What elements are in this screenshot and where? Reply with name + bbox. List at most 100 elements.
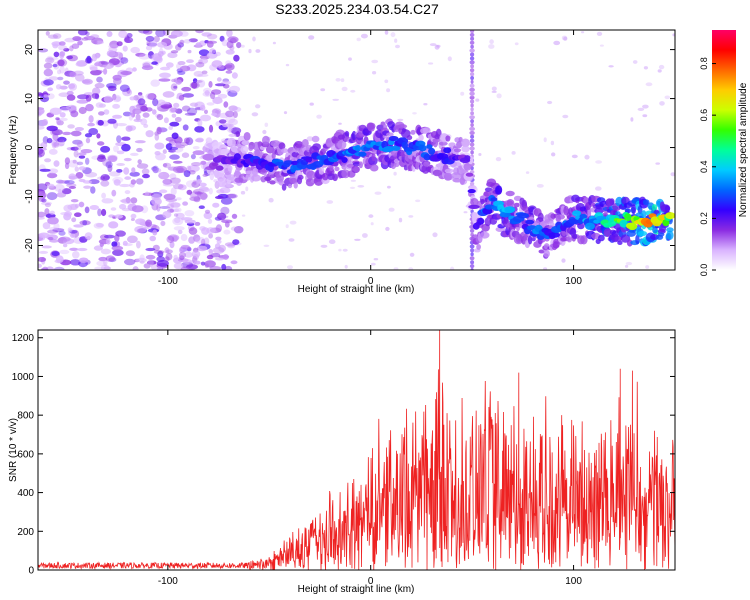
spectrogram-noise-blob: [393, 267, 399, 270]
colorbar-tick-label: 0.2: [699, 212, 709, 225]
spectrogram-noise-blob: [112, 74, 122, 81]
spectrogram-noise-blob: [166, 235, 175, 243]
spectrogram-spike-blob: [469, 32, 475, 37]
spectrogram-noise-blob: [204, 90, 210, 96]
spectrogram-noise-blob: [44, 202, 52, 208]
spectrogram-noise-blob: [372, 71, 377, 75]
spectrogram-ridge-halo: [352, 161, 361, 167]
spectrogram-noise-blob: [136, 163, 149, 169]
spectrogram-noise-blob: [76, 99, 89, 104]
spectrogram-noise-blob: [55, 117, 60, 121]
spectrogram-spike-blob: [470, 252, 474, 257]
spectrogram-noise-blob: [203, 87, 212, 94]
spectrogram-noise-blob: [232, 111, 238, 118]
spectrogram-noise-blob: [46, 137, 53, 144]
spectrogram-noise-blob: [220, 197, 233, 205]
spectrogram-ridge-halo: [251, 174, 262, 182]
spectrogram-noise-blob: [57, 188, 62, 197]
spectrogram-noise-blob: [203, 212, 213, 220]
spectrogram-noise-blob: [142, 112, 150, 118]
spectrogram-noise-blob: [138, 30, 150, 34]
spectrogram-y-tick-label: -20: [24, 238, 35, 253]
spectrogram-noise-blob: [162, 149, 167, 154]
spectrogram-noise-blob: [328, 239, 336, 244]
spectrogram-noise-blob: [147, 260, 157, 265]
spectrogram-noise-blob: [157, 41, 168, 48]
spectrogram-noise-blob: [82, 180, 92, 184]
spectrogram-noise-blob: [608, 65, 614, 68]
spectrogram-noise-blob: [59, 65, 65, 74]
spectrogram-noise-blob: [122, 240, 128, 246]
spectrogram-noise-blob: [119, 183, 131, 188]
spectrogram-noise-blob: [111, 189, 117, 197]
spectrogram-noise-blob: [229, 37, 237, 44]
spectrogram-noise-blob: [181, 105, 191, 112]
spectrogram-noise-blob: [162, 91, 175, 98]
spectrogram-ridge-halo: [434, 134, 441, 140]
spectrogram-noise-blob: [222, 254, 229, 260]
spectrogram-noise-blob: [228, 105, 238, 111]
spectrogram-noise-blob: [215, 224, 222, 233]
spectrogram-noise-blob: [66, 90, 74, 96]
spectrogram-noise-blob: [463, 211, 468, 214]
spectrogram-noise-blob: [543, 137, 547, 143]
spectrogram-noise-blob: [221, 219, 233, 224]
spectrogram-noise-blob: [162, 178, 173, 185]
spectrogram-noise-blob: [145, 219, 153, 227]
spectrogram-noise-blob: [152, 167, 162, 173]
spectrogram-noise-blob: [188, 227, 198, 235]
spectrogram-noise-blob: [145, 93, 155, 100]
spectrogram-noise-blob: [194, 260, 201, 265]
spectrogram-noise-blob: [368, 214, 374, 218]
spectrogram-noise-blob: [182, 124, 189, 131]
spectrogram-noise-blob: [198, 182, 207, 187]
spectrogram-noise-blob: [354, 238, 361, 241]
spectrogram-noise-blob: [170, 187, 177, 196]
spectrogram-noise-blob: [167, 234, 180, 242]
spectrogram-noise-blob: [139, 254, 145, 261]
snr-y-label: SNR (10 * v/v): [8, 418, 19, 482]
spectrogram-noise-blob: [90, 34, 100, 39]
spectrogram-noise-blob: [143, 263, 151, 269]
spectrogram-noise-blob: [103, 95, 113, 104]
spectrogram-y-tick-label: 0: [24, 144, 35, 150]
spectrogram-noise-blob: [67, 124, 75, 129]
spectrogram-noise-blob: [58, 45, 68, 51]
spectrogram-noise-blob: [225, 115, 236, 124]
spectrogram-noise-blob: [287, 265, 293, 270]
spectrogram-noise-blob: [51, 41, 62, 47]
spectrogram-noise-blob: [58, 92, 70, 97]
spectrogram-spike-blob: [470, 150, 474, 155]
spectrogram-noise-blob: [112, 176, 124, 184]
spectrogram-noise-blob: [152, 165, 159, 174]
spectrogram-noise-blob: [48, 76, 59, 81]
spectrogram-ridge-halo: [572, 233, 578, 239]
spectrogram-noise-blob: [409, 252, 415, 257]
colorbar-tick-label: 0.0: [699, 264, 709, 277]
spectrogram-noise-blob: [216, 239, 222, 244]
spectrogram-noise-blob: [137, 98, 146, 106]
spectrogram-noise-blob: [637, 107, 645, 111]
spectrogram-noise-blob: [228, 133, 237, 137]
spectrogram-noise-blob: [179, 251, 186, 259]
spectrogram-noise-blob: [118, 30, 128, 38]
spectrogram-noise-blob: [49, 210, 55, 215]
spectrogram-noise-blob: [107, 164, 113, 173]
spectrogram-noise-blob: [145, 254, 156, 260]
spectrogram-noise-blob: [225, 49, 235, 55]
spectrogram-noise-blob: [90, 186, 96, 194]
spectrogram-noise-blob: [283, 111, 288, 115]
spectrogram-noise-blob: [102, 62, 114, 69]
spectrogram-noise-blob: [193, 80, 203, 83]
spectrogram-ridge-halo: [406, 135, 413, 141]
spectrogram-noise-blob: [52, 63, 58, 68]
snr-series: [38, 330, 675, 570]
spectrogram-ridge-halo: [369, 164, 379, 172]
spectrogram-noise-blob: [53, 142, 60, 148]
spectrogram-ridge-halo: [479, 231, 490, 239]
spectrogram-noise-blob: [98, 111, 105, 116]
snr-frame: [37, 329, 676, 571]
spectrogram-noise-blob: [116, 169, 123, 173]
